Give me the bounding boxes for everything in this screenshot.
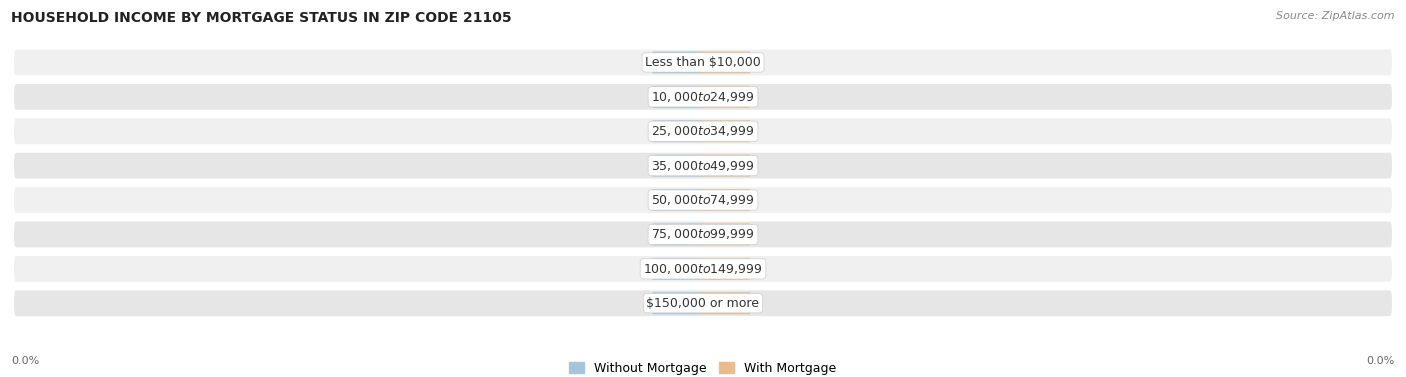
- FancyBboxPatch shape: [651, 155, 703, 176]
- Text: $25,000 to $34,999: $25,000 to $34,999: [651, 124, 755, 138]
- FancyBboxPatch shape: [651, 189, 703, 211]
- Legend: Without Mortgage, With Mortgage: Without Mortgage, With Mortgage: [569, 362, 837, 375]
- FancyBboxPatch shape: [14, 187, 1392, 213]
- FancyBboxPatch shape: [651, 86, 703, 108]
- Text: 0.0%: 0.0%: [709, 57, 740, 67]
- Text: 0.0%: 0.0%: [661, 195, 690, 205]
- Text: 0.0%: 0.0%: [661, 230, 690, 239]
- Text: 0.0%: 0.0%: [661, 161, 690, 171]
- Text: 0.0%: 0.0%: [11, 356, 39, 366]
- FancyBboxPatch shape: [700, 189, 751, 211]
- Text: $10,000 to $24,999: $10,000 to $24,999: [651, 90, 755, 104]
- Text: 0.0%: 0.0%: [661, 264, 690, 274]
- FancyBboxPatch shape: [651, 292, 703, 314]
- FancyBboxPatch shape: [14, 222, 1392, 247]
- Text: 0.0%: 0.0%: [709, 161, 740, 171]
- Text: 0.0%: 0.0%: [1367, 356, 1395, 366]
- Text: 0.0%: 0.0%: [709, 264, 740, 274]
- FancyBboxPatch shape: [14, 49, 1392, 75]
- FancyBboxPatch shape: [14, 290, 1392, 316]
- FancyBboxPatch shape: [14, 84, 1392, 110]
- Text: 0.0%: 0.0%: [709, 230, 740, 239]
- Text: Less than $10,000: Less than $10,000: [645, 56, 761, 69]
- Text: 0.0%: 0.0%: [709, 92, 740, 102]
- Text: HOUSEHOLD INCOME BY MORTGAGE STATUS IN ZIP CODE 21105: HOUSEHOLD INCOME BY MORTGAGE STATUS IN Z…: [11, 11, 512, 25]
- Text: 0.0%: 0.0%: [661, 126, 690, 136]
- Text: Source: ZipAtlas.com: Source: ZipAtlas.com: [1277, 11, 1395, 21]
- Text: 0.0%: 0.0%: [661, 298, 690, 308]
- FancyBboxPatch shape: [700, 86, 751, 108]
- FancyBboxPatch shape: [700, 292, 751, 314]
- Text: $35,000 to $49,999: $35,000 to $49,999: [651, 159, 755, 173]
- Text: $100,000 to $149,999: $100,000 to $149,999: [644, 262, 762, 276]
- FancyBboxPatch shape: [700, 224, 751, 245]
- Text: 0.0%: 0.0%: [661, 92, 690, 102]
- FancyBboxPatch shape: [651, 258, 703, 280]
- FancyBboxPatch shape: [700, 52, 751, 74]
- FancyBboxPatch shape: [700, 155, 751, 176]
- Text: $75,000 to $99,999: $75,000 to $99,999: [651, 227, 755, 241]
- FancyBboxPatch shape: [14, 118, 1392, 144]
- Text: 0.0%: 0.0%: [709, 298, 740, 308]
- FancyBboxPatch shape: [700, 120, 751, 142]
- Text: 0.0%: 0.0%: [709, 195, 740, 205]
- FancyBboxPatch shape: [651, 120, 703, 142]
- Text: $150,000 or more: $150,000 or more: [647, 297, 759, 310]
- FancyBboxPatch shape: [651, 52, 703, 74]
- Text: 0.0%: 0.0%: [709, 126, 740, 136]
- Text: 0.0%: 0.0%: [661, 57, 690, 67]
- FancyBboxPatch shape: [14, 153, 1392, 179]
- FancyBboxPatch shape: [651, 224, 703, 245]
- Text: $50,000 to $74,999: $50,000 to $74,999: [651, 193, 755, 207]
- FancyBboxPatch shape: [14, 256, 1392, 282]
- FancyBboxPatch shape: [700, 258, 751, 280]
